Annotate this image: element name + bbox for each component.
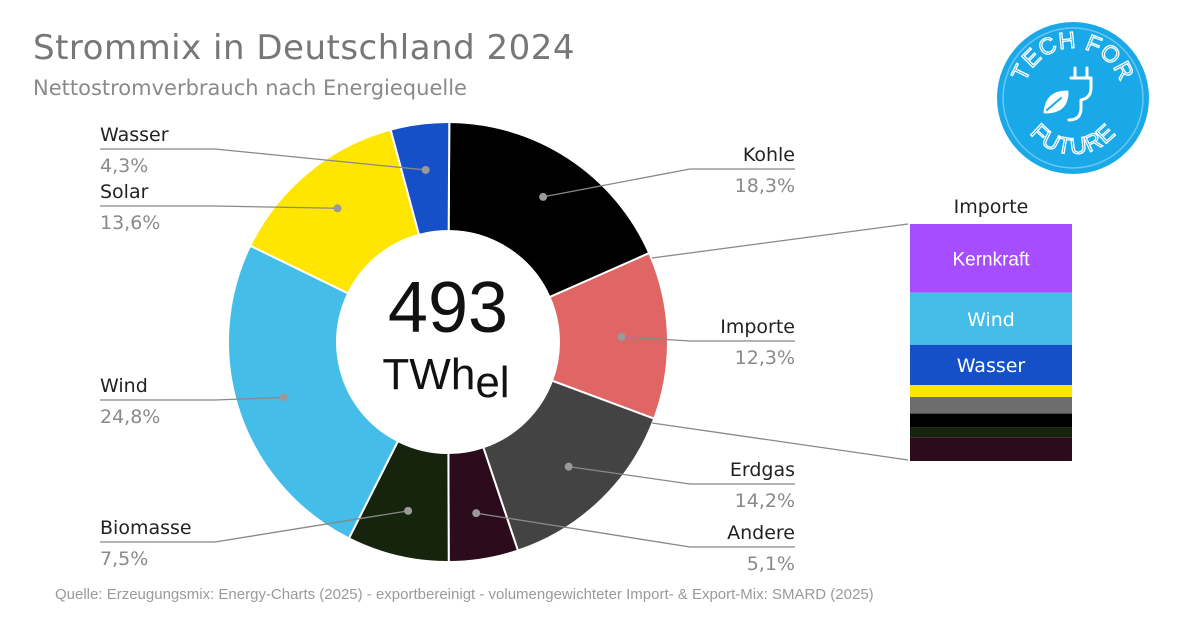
donut-center: 493 TWhel <box>382 268 509 407</box>
slice-value-erdgas: 14,2% <box>735 490 795 512</box>
imports-connector-bottom <box>651 422 909 461</box>
leader-dot-andere <box>472 509 481 518</box>
center-total-value: 493 <box>388 268 508 348</box>
imports-segment-kernkraft <box>910 224 1072 293</box>
imports-segment-other-6 <box>910 427 1072 438</box>
imports-segment-other-4 <box>910 397 1072 414</box>
tech-for-future-logo: TECH FOR FUTURE <box>997 22 1149 174</box>
slice-label-erdgas: Erdgas <box>730 459 795 481</box>
imports-segment-other-7 <box>910 437 1072 461</box>
center-unit: TWhel <box>382 350 509 407</box>
leader-line-importe <box>621 336 795 342</box>
slice-value-importe: 12,3% <box>735 347 795 369</box>
leader-dot-solar <box>333 204 342 213</box>
slice-wind <box>227 244 400 540</box>
slice-label-andere: Andere <box>727 522 795 544</box>
imports-segment-label-kernkraft: Kernkraft <box>952 249 1030 270</box>
leader-line-solar <box>100 205 338 209</box>
slice-value-wasser: 4,3% <box>100 155 148 177</box>
source-note: Quelle: Erzeugungsmix: Energy-Charts (20… <box>55 586 874 603</box>
donut-slices <box>227 120 669 564</box>
slice-label-importe: Importe <box>720 316 795 338</box>
leader-line-wind <box>100 396 284 401</box>
donut-hole <box>337 231 559 453</box>
leader-line-andere <box>476 512 795 548</box>
leader-lines <box>100 148 795 548</box>
leader-line-biomasse <box>100 510 409 543</box>
leader-line-erdgas <box>568 466 795 485</box>
slice-value-wind: 24,8% <box>100 406 160 428</box>
imports-segment-other-5 <box>910 413 1072 428</box>
leader-dot-erdgas <box>564 462 573 471</box>
leader-dot-wind <box>279 393 288 402</box>
leader-dot-wasser <box>421 165 430 174</box>
slice-kohle <box>447 120 651 299</box>
leader-dot-importe <box>617 332 626 341</box>
slice-value-biomasse: 7,5% <box>100 548 148 570</box>
leader-line-kohle <box>543 168 795 198</box>
imports-breakdown-bar: Importe Kernkraft Wind Wasser <box>651 196 1072 461</box>
slice-label-kohle: Kohle <box>743 144 795 166</box>
imports-breakdown-title: Importe <box>954 196 1029 218</box>
slice-value-andere: 5,1% <box>747 553 795 575</box>
chart-subtitle: Nettostromverbrauch nach Energiequelle <box>33 76 467 100</box>
slice-value-kohle: 18,3% <box>735 175 795 197</box>
slice-label-wind: Wind <box>100 375 148 397</box>
leader-dot-kohle <box>539 192 548 201</box>
imports-connector-top <box>651 223 909 259</box>
imports-segment-label-wind: Wind <box>967 309 1015 331</box>
slice-label-solar: Solar <box>100 181 149 203</box>
slice-label-biomasse: Biomasse <box>100 517 192 539</box>
imports-segment-wind <box>910 292 1072 345</box>
slice-value-solar: 13,6% <box>100 212 160 234</box>
imports-segment-wasser <box>910 344 1072 386</box>
center-unit-sub: el <box>475 358 509 407</box>
slice-labels: Kohle 18,3% Importe 12,3% Erdgas 14,2% Andere 5… <box>100 124 795 575</box>
leader-line-wasser <box>100 148 426 171</box>
leader-dot-biomasse <box>404 506 413 515</box>
chart-title: Strommix in Deutschland 2024 <box>33 28 576 68</box>
plug-leaf-icon <box>1043 66 1093 122</box>
imports-segment-label-wasser: Wasser <box>957 355 1026 377</box>
center-unit-main: TWh <box>382 350 475 399</box>
slice-label-wasser: Wasser <box>100 124 169 146</box>
imports-segment-other-3 <box>910 385 1072 398</box>
